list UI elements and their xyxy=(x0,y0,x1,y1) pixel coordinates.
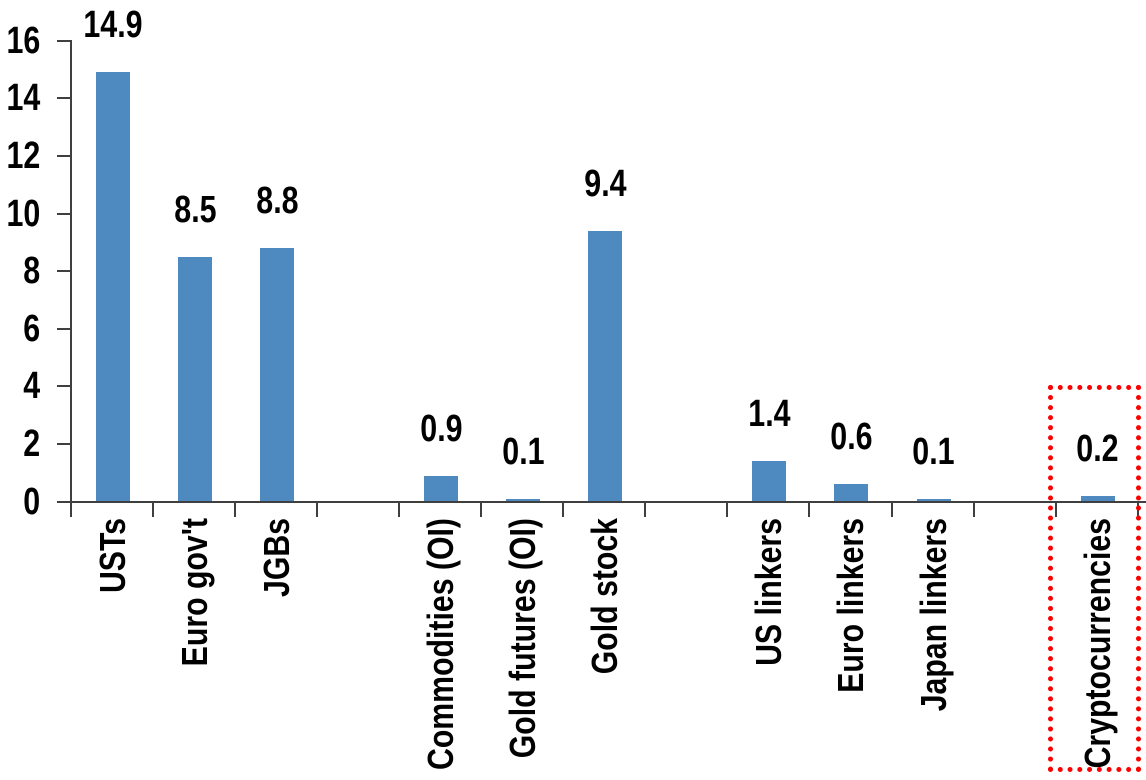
y-axis-tick-label: 16 xyxy=(0,21,40,61)
category-label-text: Gold stock xyxy=(584,518,626,675)
y-axis-tick-label-text: 4 xyxy=(23,365,40,408)
x-axis-tick xyxy=(234,502,237,517)
x-axis-line xyxy=(70,500,1146,503)
category-label: Euro linkers xyxy=(830,518,872,726)
x-axis-tick xyxy=(480,502,483,517)
y-axis-tick-label-text: 12 xyxy=(6,134,40,177)
x-axis-tick xyxy=(726,502,729,517)
x-axis-tick xyxy=(316,502,319,517)
category-label: Japan linkers xyxy=(912,518,954,748)
y-axis-tick-label: 4 xyxy=(0,366,40,406)
bar-value-label-text: 0.2 xyxy=(1076,427,1119,470)
x-axis-tick xyxy=(808,502,811,517)
category-label: US linkers xyxy=(748,518,790,694)
category-label-text: USTs xyxy=(92,518,134,594)
bar-japan-linkers xyxy=(916,498,951,502)
bar-value-label: 0.1 xyxy=(463,431,583,473)
bar-value-label-text: 0.1 xyxy=(912,430,955,473)
bar-cryptocurrencies xyxy=(1080,495,1115,502)
category-label: JGBs xyxy=(256,518,298,612)
y-axis-tick-label-text: 8 xyxy=(23,250,40,293)
y-axis-tick-label: 8 xyxy=(0,251,40,291)
category-label-text: Japan linkers xyxy=(912,518,954,712)
x-axis-tick xyxy=(562,502,565,517)
y-axis-tick-label-text: 2 xyxy=(23,422,40,465)
category-label: Commodities (OI) xyxy=(420,518,462,780)
bar-euro-linkers xyxy=(834,484,869,502)
y-axis-tick xyxy=(57,327,70,330)
bar-value-label: 8.5 xyxy=(135,189,255,231)
category-label: Gold stock xyxy=(584,518,626,704)
y-axis-tick-label: 10 xyxy=(0,194,40,234)
x-axis-tick xyxy=(398,502,401,517)
y-axis-tick xyxy=(57,154,70,157)
y-axis-tick xyxy=(57,97,70,100)
bar-us-linkers xyxy=(752,461,787,502)
y-axis-tick-label-text: 14 xyxy=(6,77,40,120)
y-axis-tick xyxy=(57,385,70,388)
y-axis-tick xyxy=(57,500,70,503)
y-axis-tick-label: 2 xyxy=(0,424,40,464)
bar-value-label: 14.9 xyxy=(53,4,173,46)
x-axis-tick xyxy=(70,502,72,517)
category-label-text: Gold futures (OI) xyxy=(502,518,544,759)
category-label-text: US linkers xyxy=(748,518,790,666)
category-label: Euro gov't xyxy=(174,518,216,695)
x-axis-tick xyxy=(152,502,155,517)
category-label-text: Commodities (OI) xyxy=(420,518,462,771)
bar-value-label-text: 8.5 xyxy=(173,188,217,231)
y-axis-tick-label-text: 0 xyxy=(23,480,40,523)
bar-gold-stock xyxy=(588,230,623,502)
y-axis-tick-label-text: 16 xyxy=(6,19,40,62)
bar-value-label: 0.1 xyxy=(874,431,994,473)
highlight-box-cryptocurrencies xyxy=(1047,385,1141,772)
bar-value-label: 0.2 xyxy=(1038,428,1146,470)
category-label: USTs xyxy=(92,518,134,607)
bar-value-label: 8.8 xyxy=(217,180,337,222)
category-label-text: Euro gov't xyxy=(174,518,216,667)
bar-value-label: 9.4 xyxy=(545,163,665,205)
bar-value-label-text: 9.4 xyxy=(584,162,627,205)
y-axis-tick xyxy=(57,270,70,273)
y-axis-tick-label: 14 xyxy=(0,78,40,118)
x-axis-tick xyxy=(972,502,975,517)
y-axis-tick-label-text: 6 xyxy=(23,307,40,350)
category-label-text: Euro linkers xyxy=(830,518,872,693)
bar-value-label-text: 0.9 xyxy=(420,407,463,450)
bar-value-label: 0.6 xyxy=(791,416,911,458)
category-label: Gold futures (OI) xyxy=(502,518,544,780)
bar-usts xyxy=(96,72,131,502)
bar-jgbs xyxy=(260,248,295,502)
bar-commodities-oi- xyxy=(424,475,459,502)
x-axis-tick xyxy=(1054,502,1057,517)
x-axis-tick xyxy=(890,502,893,517)
y-axis-tick xyxy=(57,212,70,215)
bar-euro-gov-t xyxy=(178,256,213,502)
bar-value-label-text: 0.1 xyxy=(502,430,545,473)
bar-gold-futures-oi- xyxy=(506,498,541,502)
x-axis-tick xyxy=(644,502,647,517)
bar-value-label: 0.9 xyxy=(381,408,501,450)
bar-value-label-text: 8.8 xyxy=(255,180,299,223)
bar-value-label-text: 14.9 xyxy=(83,4,143,47)
y-axis-tick-label-text: 10 xyxy=(6,192,40,235)
y-axis-tick-label: 12 xyxy=(0,136,40,176)
bar-value-label-text: 1.4 xyxy=(748,393,791,436)
y-axis-tick-label: 6 xyxy=(0,309,40,349)
category-label-text: JGBs xyxy=(256,518,298,597)
y-axis-line xyxy=(70,39,72,503)
y-axis-tick-label: 0 xyxy=(0,482,40,522)
bar-value-label: 1.4 xyxy=(709,393,829,435)
y-axis-tick xyxy=(57,442,70,445)
y-axis-tick xyxy=(57,39,70,42)
bar-value-label-text: 0.6 xyxy=(830,416,873,459)
